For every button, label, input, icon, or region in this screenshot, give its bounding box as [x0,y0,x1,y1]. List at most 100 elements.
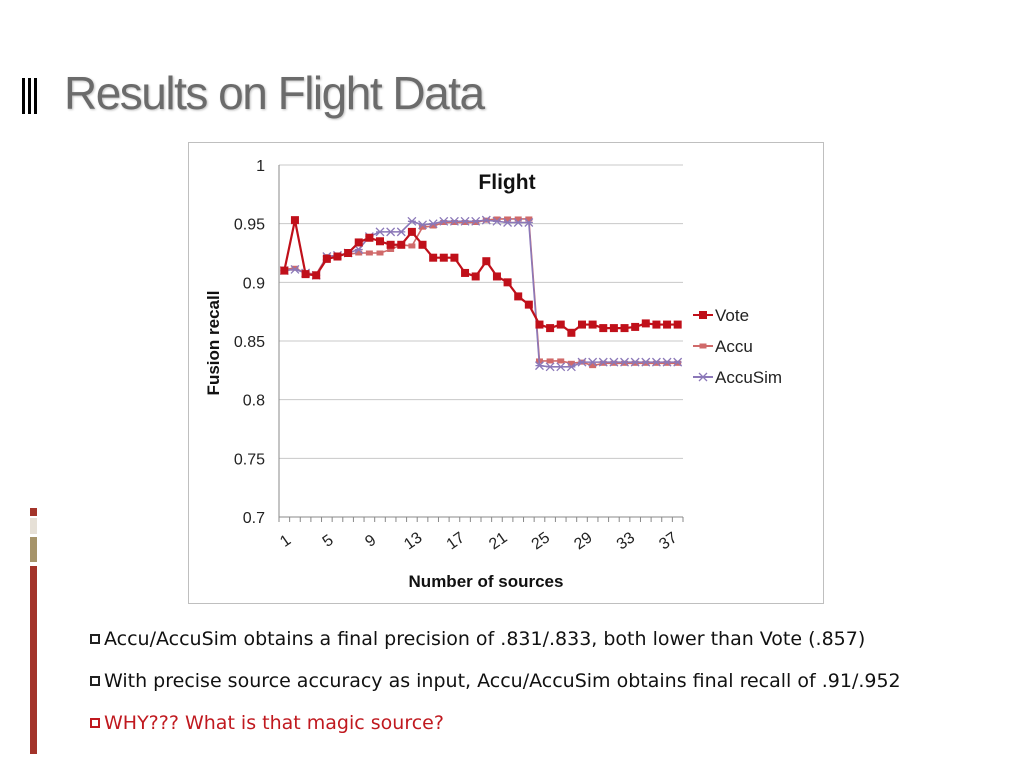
x-tick-label: 29 [571,529,595,553]
x-tick-label: 17 [444,529,468,553]
data-point-vote [503,278,512,287]
data-point-accu [365,250,373,256]
y-axis-title: Fusion recall [204,291,223,396]
data-point-accusim [620,357,629,367]
data-point-accusim [673,357,683,367]
data-point-vote [546,324,555,333]
series-line-accu [284,218,678,367]
data-point-accu [376,250,384,256]
y-tick-label: 0.85 [234,334,265,351]
data-point-accu [589,363,597,369]
sidebar-block-1 [30,508,37,516]
data-point-vote [407,227,416,236]
sidebar-block-3 [30,537,37,562]
data-point-vote [567,328,576,337]
data-point-vote [333,252,342,261]
legend-marker-accu [699,343,707,349]
data-point-vote [365,233,374,242]
data-point-accu [408,243,416,249]
data-point-accu [631,360,639,366]
data-point-vote [652,320,661,329]
x-tick-label: 33 [614,529,638,553]
data-point-accusim [396,227,406,237]
data-point-accusim [290,264,300,274]
bullet-text: Accu/AccuSim obtains a final precision o… [104,628,866,650]
data-point-accusim [641,357,651,367]
data-point-vote [609,324,618,333]
data-point-accusim [449,216,459,226]
legend-label-accu: Accu [715,337,753,356]
x-tick-label: 25 [529,529,553,553]
x-tick-label: 5 [320,532,337,551]
data-point-accusim [598,357,608,367]
data-point-accusim [556,362,566,372]
y-tick-label: 0.7 [243,510,265,527]
checkbox-bullet-icon [90,634,100,644]
x-tick-label: 1 [277,532,294,551]
data-point-accusim [513,218,523,227]
sidebar-block-4 [30,566,37,754]
data-point-vote [450,253,459,262]
bullet-item-3: WHY??? What is that magic source? [90,712,444,734]
data-point-vote [376,237,384,246]
data-point-accu [525,216,533,222]
data-point-vote [290,216,299,225]
data-point-accu [355,250,363,256]
legend-label-vote: Vote [715,306,749,325]
data-point-vote [386,240,395,249]
data-point-accu [291,265,299,271]
bullet-item-1: Accu/AccuSim obtains a final precision o… [90,628,865,650]
checkbox-bullet-icon [90,718,100,728]
data-point-accu [504,216,512,222]
data-point-accusim [375,227,385,237]
data-point-accusim [524,218,534,227]
data-point-accusim [651,357,661,367]
data-point-vote [588,320,597,329]
data-point-vote [641,319,650,328]
data-point-vote [280,266,289,275]
checkbox-bullet-icon [90,676,100,686]
data-point-accusim [460,216,470,226]
series-line-vote [283,219,678,335]
series-line-accusim [284,219,678,368]
y-tick-label: 0.8 [243,393,265,410]
data-point-accusim [354,245,364,254]
data-point-vote [482,257,491,266]
data-point-accu [674,360,682,366]
data-point-accu [514,216,522,222]
data-point-accu [642,360,650,366]
bullet-text: With precise source accuracy as input, A… [104,670,901,692]
x-tick-label: 9 [362,532,379,551]
data-point-accusim [609,357,619,367]
data-point-accu [387,246,395,252]
y-tick-label: 0.75 [234,451,265,468]
data-point-vote [429,253,438,262]
data-point-vote [514,292,523,301]
data-point-accu [663,360,671,366]
data-point-accusim [566,362,576,372]
data-point-accusim [662,357,672,367]
data-point-vote [439,253,448,262]
x-axis-title: Number of sources [409,572,564,591]
data-point-accu [557,358,565,364]
data-point-accusim [428,219,438,229]
data-point-accusim [577,357,587,367]
x-tick-label: 37 [656,529,680,553]
data-point-accu [429,223,437,229]
data-point-accusim [630,357,640,367]
data-point-vote [418,240,427,249]
data-point-vote [556,320,565,329]
data-point-accu [472,219,480,225]
data-point-accusim [386,227,396,237]
data-point-accusim [492,216,502,226]
data-point-accusim [588,357,598,367]
data-point-vote [620,324,629,333]
data-point-vote [599,324,608,333]
data-point-accu [461,219,469,225]
x-tick-label: 21 [486,529,510,553]
data-point-accu [610,360,618,366]
data-point-vote [578,320,586,329]
data-point-accusim [439,216,449,226]
data-point-accusim [407,216,417,226]
legend-marker-accusim [698,372,708,382]
